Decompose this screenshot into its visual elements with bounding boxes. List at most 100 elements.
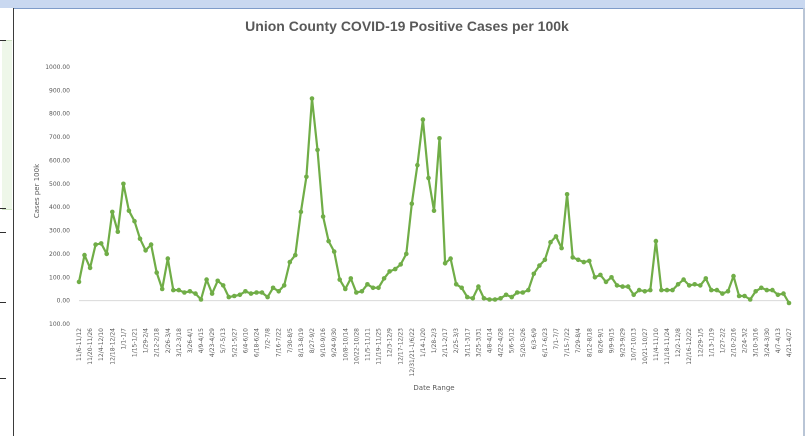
x-axis-ticks: 11/6-11/12 11/20-11/26 12/4-12/10 12/18-12/… (76, 328, 793, 377)
x-tick-label: 5/21-5/27 (231, 328, 238, 357)
data-point (786, 300, 792, 306)
data-point (664, 287, 670, 293)
x-tick-label: 2/12-2/18 (154, 328, 161, 357)
data-point (653, 238, 659, 244)
data-point (487, 297, 492, 302)
data-points (76, 96, 792, 306)
data-point (698, 283, 703, 288)
data-point (232, 293, 237, 299)
x-tick-label: 3/12-3/18 (176, 328, 183, 357)
data-point (642, 289, 648, 294)
data-point (747, 297, 753, 302)
data-point (420, 117, 426, 122)
x-tick-label: 12/17-12/23 (398, 328, 405, 365)
data-point (265, 294, 270, 300)
data-point (365, 282, 370, 287)
data-point (132, 218, 137, 224)
data-point (587, 258, 592, 264)
data-point (625, 284, 631, 289)
x-tick-label: 12/31/21-1/6/22 (409, 328, 416, 377)
x-tick-label: 8/27-9/2 (309, 328, 316, 353)
data-point (681, 277, 686, 282)
data-point (293, 252, 298, 258)
data-point (453, 282, 459, 287)
x-tick-label: 6/3-6/9 (531, 328, 538, 350)
data-point (237, 292, 243, 298)
data-point (670, 287, 675, 293)
x-tick-label: 3/10-3/16 (753, 328, 760, 357)
y-tick-label: 500.00 (49, 181, 70, 188)
data-point (559, 245, 564, 251)
data-point (93, 242, 98, 247)
data-point (648, 287, 653, 293)
x-tick-label: 11/5-11/11 (364, 328, 371, 361)
x-tick-label: 3/25-3/31 (475, 328, 482, 357)
x-tick-label: 4/23-4/29 (209, 328, 216, 357)
data-point (631, 292, 636, 298)
x-tick-label: 9/23-9/29 (620, 328, 627, 357)
data-point (498, 296, 503, 301)
data-point (753, 289, 758, 294)
data-point (620, 284, 625, 289)
x-tick-label: 4/9-4/15 (198, 328, 205, 353)
data-point (76, 279, 82, 285)
x-tick-label: 5/7-5/13 (220, 328, 227, 353)
y-axis-label: Cases per 100k (33, 163, 41, 218)
row-mark-2 (0, 208, 6, 209)
data-point (215, 278, 220, 284)
y-tick-label: 200.00 (49, 251, 70, 258)
y-tick-label: 600.00 (49, 157, 70, 164)
x-axis-label: Date Range (413, 384, 454, 392)
data-point (309, 96, 315, 101)
data-point (243, 289, 248, 294)
x-tick-label: 8/13-8/19 (298, 328, 305, 357)
y-tick-label: 800.00 (49, 111, 70, 118)
data-point (714, 287, 720, 293)
y-tick-label: 400.00 (49, 204, 70, 211)
data-point (248, 291, 254, 296)
data-point (343, 286, 348, 292)
data-point (553, 234, 559, 239)
x-tick-label: 7/29-8/4 (575, 328, 582, 353)
row-mark-3 (0, 232, 6, 233)
y-tick-label: 100.00 (49, 321, 70, 328)
x-tick-label: 1/15-1/21 (131, 328, 138, 357)
data-point (220, 283, 226, 288)
data-point (570, 255, 575, 260)
x-tick-label: 2/24-3/2 (742, 328, 749, 353)
data-point (703, 276, 709, 281)
data-point (492, 297, 498, 302)
x-tick-label: 6/4-6/10 (242, 328, 249, 353)
data-point (198, 297, 204, 302)
x-tick-label: 3/11-3/17 (464, 328, 471, 357)
data-point (592, 275, 598, 280)
data-point (320, 214, 326, 219)
row-mark-1 (0, 40, 6, 41)
data-point (387, 269, 392, 274)
data-point (148, 242, 154, 247)
data-point (598, 272, 603, 278)
data-point (126, 208, 132, 213)
x-tick-label: 3/26-4/1 (187, 328, 194, 353)
data-point (298, 209, 304, 215)
x-tick-label: 3/24-3/30 (764, 328, 771, 357)
data-point (437, 136, 442, 141)
data-point (548, 239, 553, 245)
x-tick-label: 7/16-7/22 (276, 328, 283, 357)
x-tick-label: 12/16-12/22 (686, 328, 693, 365)
data-point (376, 285, 381, 291)
x-tick-label: 10/8-10/14 (342, 328, 349, 361)
cases-line (77, 97, 790, 304)
x-tick-label: 5/20-5/26 (520, 328, 527, 357)
data-point (281, 283, 287, 288)
x-tick-label: 6/18-6/24 (254, 328, 261, 357)
data-point (709, 287, 714, 293)
x-tick-label: 6/17-6/23 (542, 328, 549, 357)
data-point (226, 294, 232, 300)
data-point (154, 270, 159, 275)
data-point (725, 289, 731, 294)
data-point (537, 263, 542, 268)
data-point (392, 266, 398, 272)
data-point (465, 294, 470, 300)
